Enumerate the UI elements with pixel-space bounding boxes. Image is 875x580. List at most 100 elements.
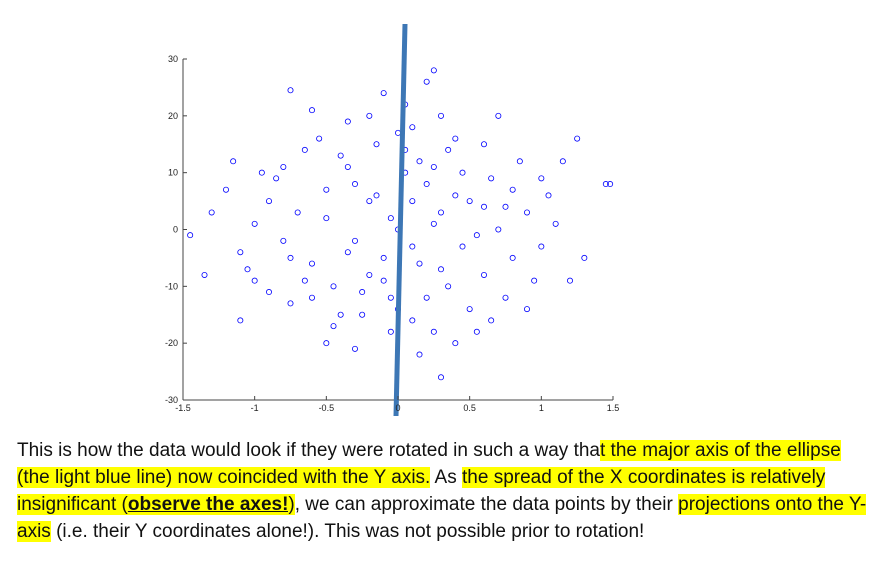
point — [423, 294, 430, 301]
point — [480, 141, 487, 148]
point — [380, 277, 387, 284]
point — [251, 220, 258, 227]
point — [466, 306, 473, 313]
point — [430, 220, 437, 227]
point — [502, 203, 509, 210]
point — [416, 158, 423, 165]
point — [581, 254, 588, 261]
point — [308, 260, 315, 267]
point — [437, 374, 444, 381]
point — [308, 294, 315, 301]
point — [387, 328, 394, 335]
point — [488, 317, 495, 324]
point — [423, 78, 430, 85]
caption-segment: This is how the data would look if they … — [17, 440, 600, 461]
point — [373, 141, 380, 148]
point — [330, 283, 337, 290]
point — [495, 112, 502, 119]
x-tick-label: 0.5 — [463, 403, 476, 413]
point — [258, 169, 265, 176]
point — [452, 340, 459, 347]
point — [244, 266, 251, 273]
point — [366, 198, 373, 205]
point — [480, 203, 487, 210]
point — [387, 215, 394, 222]
caption-segment: ) — [288, 494, 295, 515]
point — [351, 237, 358, 244]
point — [445, 283, 452, 290]
point — [409, 243, 416, 250]
y-tick-label: -10 — [165, 281, 178, 291]
y-tick-label: 20 — [168, 111, 178, 121]
point — [251, 277, 258, 284]
point — [524, 306, 531, 313]
point — [344, 118, 351, 125]
caption-segment: , we can approximate the data points by … — [294, 494, 679, 515]
point — [373, 192, 380, 199]
point — [459, 243, 466, 250]
major-axis-line — [393, 23, 408, 417]
point — [301, 146, 308, 153]
point — [445, 146, 452, 153]
point — [287, 87, 294, 94]
point — [409, 124, 416, 131]
point — [473, 232, 480, 239]
point — [545, 192, 552, 199]
point — [607, 181, 614, 188]
point — [423, 181, 430, 188]
caption-segment: (i.e. their Y coordinates alone!). This … — [50, 521, 645, 542]
point — [452, 135, 459, 142]
caption: This is how the data would look if they … — [17, 437, 867, 545]
point — [351, 181, 358, 188]
point — [301, 277, 308, 284]
point — [280, 237, 287, 244]
point — [574, 135, 581, 142]
x-tick-label: -1.5 — [175, 403, 191, 413]
point — [366, 112, 373, 119]
point — [524, 209, 531, 216]
point — [416, 260, 423, 267]
point — [323, 186, 330, 193]
point — [380, 254, 387, 261]
point — [280, 163, 287, 170]
point — [323, 215, 330, 222]
x-tick-label: 1.5 — [607, 403, 620, 413]
x-tick-label: 1 — [539, 403, 544, 413]
point — [430, 163, 437, 170]
point — [265, 198, 272, 205]
point — [337, 152, 344, 159]
point — [330, 323, 337, 330]
point — [323, 340, 330, 347]
point — [480, 271, 487, 278]
point — [237, 249, 244, 256]
point — [437, 266, 444, 273]
point — [552, 220, 559, 227]
y-tick-label: 0 — [173, 225, 178, 235]
point — [409, 198, 416, 205]
x-tick-label: 0 — [395, 403, 400, 413]
point — [509, 254, 516, 261]
y-tick-label: 30 — [168, 54, 178, 64]
point — [502, 294, 509, 301]
point — [567, 277, 574, 284]
point — [308, 107, 315, 114]
y-tick-label: 10 — [168, 168, 178, 178]
point — [351, 345, 358, 352]
point — [265, 289, 272, 296]
x-tick-label: -1 — [251, 403, 259, 413]
point — [201, 271, 208, 278]
point — [366, 271, 373, 278]
point — [359, 311, 366, 318]
point — [488, 175, 495, 182]
point — [416, 351, 423, 358]
point — [538, 175, 545, 182]
point — [187, 232, 194, 239]
point — [222, 186, 229, 193]
y-tick-label: -20 — [165, 338, 178, 348]
caption-segment: As — [430, 467, 463, 488]
point — [394, 129, 401, 136]
point — [230, 158, 237, 165]
point — [337, 311, 344, 318]
point — [430, 328, 437, 335]
